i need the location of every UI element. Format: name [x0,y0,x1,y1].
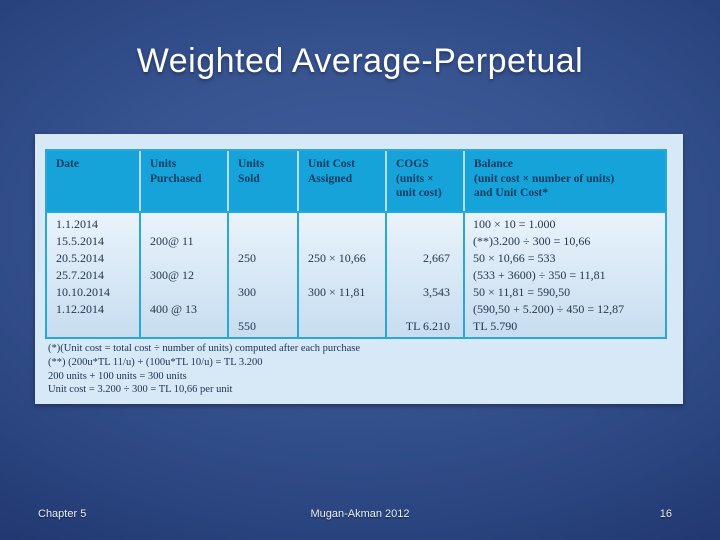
date-cell: 15.5.2014 [56,234,104,248]
cogs-cell [387,267,463,284]
slide-title: Weighted Average-Perpetual [136,42,584,80]
units-purchased-cell: 200@ 11 [150,234,194,248]
units-purchased-cell [141,216,227,233]
date-cell: 20.5.2014 [56,251,104,265]
units-purchased-cell [141,284,227,301]
footer-citation: Mugan-Akman 2012 [310,508,410,520]
unit-cost-cell [299,233,385,250]
cogs-cell: TL 6.210 [405,319,450,333]
units-purchased-cell [141,250,227,267]
cogs-cell [387,233,463,250]
header-date: Date [56,158,79,170]
header-units-purchased: Units Purchased [139,151,227,211]
column-units-purchased: 200@ 11 300@ 12 400 @ 13 [139,213,227,337]
footer-page-number: 16 [659,508,672,520]
column-unit-cost-assigned: 250 × 10,66 300 × 11,81 [297,213,385,337]
date-cell [47,318,139,335]
balance-cell: 50 × 10,66 = 533 [473,251,556,265]
unit-cost-cell [299,216,385,233]
units-purchased-cell: 300@ 12 [150,268,195,282]
date-cell: 1.1.2014 [56,217,98,231]
table-header-row: Date Units Purchased Units Sold Unit Cos… [47,151,665,211]
footer-chapter: Chapter 5 [38,508,87,520]
column-date: 1.1.2014 15.5.2014 20.5.2014 25.7.2014 1… [47,213,139,337]
table-footnotes: (*)(Unit cost = total cost ÷ number of u… [48,342,360,397]
units-purchased-cell [141,318,227,335]
units-sold-cell: 300 [238,285,256,299]
units-purchased-cell: 400 @ 13 [150,302,198,316]
cogs-cell: 3,543 [423,285,450,299]
date-cell: 25.7.2014 [56,268,104,282]
footnote-line: (**) (200u*TL 11/u) + (100u*TL 10/u) = T… [48,356,263,368]
unit-cost-cell: 250 × 10,66 [308,251,366,265]
cogs-cell: 2,667 [423,251,450,265]
inventory-table: Date Units Purchased Units Sold Unit Cos… [45,149,667,339]
column-units-sold: 250 300 550 [227,213,297,337]
table-body-row: 1.1.2014 15.5.2014 20.5.2014 25.7.2014 1… [47,211,665,337]
balance-cell: 100 × 10 = 1.000 [473,217,556,231]
units-sold-cell [229,233,297,250]
units-sold-cell: 250 [238,251,256,265]
units-sold-cell [229,267,297,284]
header-cogs: COGS (units × unit cost) [385,151,463,211]
cogs-cell [387,216,463,233]
unit-cost-cell [299,318,385,335]
date-cell: 10.10.2014 [56,285,110,299]
footnote-line: 200 units + 100 units = 300 units [48,370,187,382]
balance-cell: 50 × 11,81 = 590,50 [473,285,571,299]
balance-cell: (**)3.200 ÷ 300 = 10,66 [473,234,591,248]
unit-cost-cell [299,267,385,284]
footnote-line: Unit cost = 3.200 ÷ 300 = TL 10,66 per u… [48,384,233,396]
column-cogs: 2,667 3,543 TL 6.210 [385,213,463,337]
footnote-line: (*)(Unit cost = total cost ÷ number of u… [48,343,361,354]
unit-cost-cell [299,301,385,318]
column-balance: 100 × 10 = 1.000 (**)3.200 ÷ 300 = 10,66… [463,213,665,337]
units-sold-cell [229,216,297,233]
date-cell: 1.12.2014 [56,302,104,316]
balance-cell: (590,50 + 5.200) ÷ 450 = 12,87 [473,302,625,316]
cogs-cell [387,301,463,318]
unit-cost-cell: 300 × 11,81 [308,285,366,299]
table-content-box: Date Units Purchased Units Sold Unit Cos… [35,134,683,404]
header-units-sold: Units Sold [227,151,297,211]
units-sold-cell: 550 [238,319,256,333]
balance-cell: (533 + 3600) ÷ 350 = 11,81 [473,268,606,282]
balance-cell: TL 5.790 [473,319,518,333]
units-sold-cell [229,301,297,318]
header-unit-cost-assigned: Unit Cost Assigned [297,151,385,211]
header-balance: Balance (unit cost × number of units) an… [463,151,665,211]
